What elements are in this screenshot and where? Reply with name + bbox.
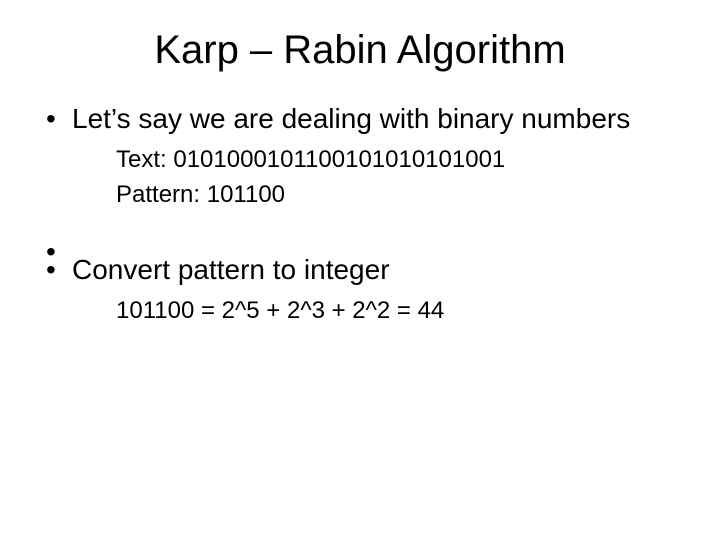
slide-content: Let’s say we are dealing with binary num… <box>0 101 720 327</box>
bullet-item: Convert pattern to integer 101100 = 2^5 … <box>44 252 676 326</box>
sub-text: Text: 0101000101100101010101001 <box>116 144 676 175</box>
bullet-text: Convert pattern to integer <box>72 254 390 285</box>
bullet-sub-group: Text: 0101000101100101010101001 Pattern:… <box>72 144 676 210</box>
bullet-list: Let’s say we are dealing with binary num… <box>44 101 676 327</box>
slide: Karp – Rabin Algorithm Let’s say we are … <box>0 0 720 540</box>
bullet-text: Let’s say we are dealing with binary num… <box>72 103 630 134</box>
sub-text: Pattern: 101100 <box>116 179 676 210</box>
slide-title: Karp – Rabin Algorithm <box>0 0 720 101</box>
sub-text: 101100 = 2^5 + 2^3 + 2^2 = 44 <box>116 295 676 326</box>
bullet-sub-group: 101100 = 2^5 + 2^3 + 2^2 = 44 <box>72 295 676 326</box>
spacer <box>44 234 676 246</box>
bullet-item: Let’s say we are dealing with binary num… <box>44 101 676 210</box>
